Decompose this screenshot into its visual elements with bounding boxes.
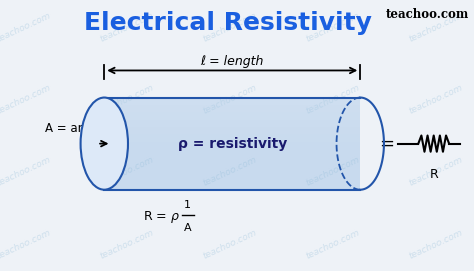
Bar <box>104 105 360 112</box>
Text: teachoo.com: teachoo.com <box>201 227 258 260</box>
Text: teachoo.com: teachoo.com <box>99 83 155 116</box>
Text: teachoo.com: teachoo.com <box>0 227 52 260</box>
Ellipse shape <box>81 98 128 190</box>
Text: teachoo.com: teachoo.com <box>408 83 465 116</box>
Text: teachoo.com: teachoo.com <box>0 11 52 44</box>
Text: R = $\rho$: R = $\rho$ <box>143 209 180 225</box>
Text: teachoo.com: teachoo.com <box>201 11 258 44</box>
Bar <box>104 98 360 190</box>
Text: teachoo.com: teachoo.com <box>386 8 469 21</box>
Text: ℓ = length: ℓ = length <box>201 55 264 68</box>
Text: teachoo.com: teachoo.com <box>305 227 361 260</box>
Bar <box>104 98 360 105</box>
Bar <box>104 120 360 127</box>
Text: teachoo.com: teachoo.com <box>305 155 361 188</box>
Text: 1: 1 <box>184 201 191 210</box>
Text: teachoo.com: teachoo.com <box>0 155 52 188</box>
Text: teachoo.com: teachoo.com <box>408 227 465 260</box>
Text: A: A <box>184 223 192 233</box>
Text: teachoo.com: teachoo.com <box>99 155 155 188</box>
Text: teachoo.com: teachoo.com <box>305 11 361 44</box>
Text: teachoo.com: teachoo.com <box>201 155 258 188</box>
Text: teachoo.com: teachoo.com <box>99 11 155 44</box>
Text: ρ = resistivity: ρ = resistivity <box>178 137 287 151</box>
Text: teachoo.com: teachoo.com <box>305 83 361 116</box>
Text: teachoo.com: teachoo.com <box>408 155 465 188</box>
Text: teachoo.com: teachoo.com <box>0 83 52 116</box>
Bar <box>104 112 360 120</box>
Text: A = area: A = area <box>46 122 97 135</box>
Bar <box>104 127 360 134</box>
Text: R: R <box>429 168 438 181</box>
Text: teachoo.com: teachoo.com <box>201 83 258 116</box>
Text: teachoo.com: teachoo.com <box>408 11 465 44</box>
Text: =: = <box>379 135 394 153</box>
Text: Electrical Resistivity: Electrical Resistivity <box>83 11 372 35</box>
Text: teachoo.com: teachoo.com <box>99 227 155 260</box>
Bar <box>104 134 360 142</box>
